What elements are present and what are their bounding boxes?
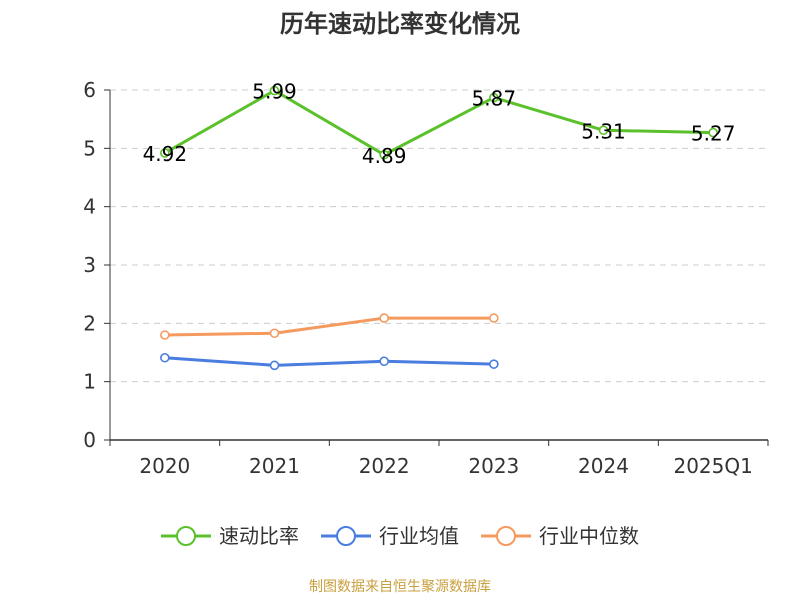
legend-marker-icon [336, 526, 356, 546]
data-point[interactable] [379, 313, 389, 323]
data-point[interactable] [160, 330, 170, 340]
axes: 0 1 2 3 4 5 6 2020 2021 2022 2023 2024 2025Q1 [83, 78, 769, 478]
data-point[interactable] [598, 125, 609, 136]
data-label: 5.87 [472, 87, 517, 111]
legend-item-1[interactable]: 行业均值 [321, 524, 459, 548]
y-tick-label: 3 [83, 253, 96, 277]
data-point[interactable] [379, 356, 389, 367]
y-tick-label: 0 [83, 428, 96, 452]
data-point[interactable] [160, 352, 170, 363]
data-point[interactable] [489, 359, 499, 369]
legend: 速动比率 行业均值 行业中位数 [161, 524, 639, 548]
series-lines [160, 85, 718, 371]
data-label: 4.92 [143, 142, 188, 166]
data-label: 5.27 [691, 122, 736, 146]
legend-item-2[interactable]: 行业中位数 [481, 524, 639, 548]
data-point[interactable] [160, 148, 170, 158]
data-point[interactable] [489, 92, 499, 103]
legend-item-0[interactable]: 速动比率 [161, 524, 299, 548]
legend-marker-icon [176, 526, 196, 546]
x-tick-label: 2025Q1 [673, 454, 752, 478]
x-tick-label: 2020 [139, 454, 190, 478]
data-point[interactable] [489, 313, 499, 323]
y-tick-label: 4 [83, 195, 96, 219]
y-tick-label: 5 [83, 136, 96, 160]
x-tick-label: 2021 [249, 454, 300, 478]
series-line-2 [163, 316, 496, 337]
data-label: 5.99 [252, 80, 297, 104]
grid-lines [110, 89, 768, 383]
data-point[interactable] [269, 360, 280, 371]
data-point[interactable] [269, 328, 280, 339]
data-labels: 4.92 5.99 4.89 5.87 5.31 5.27 [143, 80, 736, 168]
data-point[interactable] [708, 127, 718, 138]
y-tick-label: 6 [83, 78, 96, 102]
legend-label: 速动比率 [219, 524, 299, 548]
data-point[interactable] [269, 85, 280, 96]
y-tick-label: 2 [83, 311, 96, 335]
chart-title: 历年速动比率变化情况 [280, 10, 520, 38]
y-tick-label: 1 [83, 370, 96, 394]
source-note: 制图数据来自恒生聚源数据库 [309, 579, 491, 595]
series-line-0 [163, 89, 715, 157]
data-label: 4.89 [362, 144, 407, 168]
legend-label: 行业中位数 [539, 524, 639, 548]
x-tick-label: 2023 [468, 454, 519, 478]
data-point[interactable] [379, 149, 389, 160]
series-line-1 [163, 356, 496, 367]
data-label: 5.31 [581, 119, 626, 143]
legend-label: 行业均值 [379, 524, 459, 548]
x-tick-label: 2024 [578, 454, 629, 478]
legend-marker-icon [496, 526, 516, 546]
x-tick-label: 2022 [359, 454, 410, 478]
